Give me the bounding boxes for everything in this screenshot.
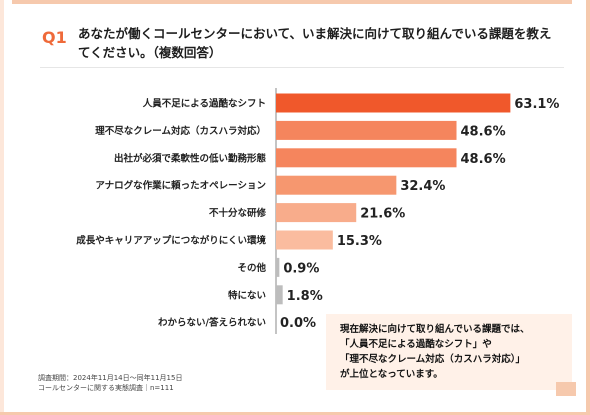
- value-label: 21.6%: [360, 207, 405, 222]
- category-label: 不十分な研修: [209, 207, 267, 219]
- summary-note: 現在解決に向けて取り組んでいる課題では、 「人員不足による過酷なシフト」や 「理…: [326, 314, 576, 396]
- value-label: 63.1%: [514, 97, 559, 112]
- category-label: わからない/答えられない: [158, 317, 266, 329]
- note-corner-accent: [556, 382, 576, 396]
- question-number: Q1: [42, 28, 67, 47]
- title-divider: [40, 67, 564, 68]
- bar: [276, 120, 457, 140]
- value-label: 0.0%: [280, 316, 316, 331]
- bar: [276, 285, 283, 305]
- bar: [276, 93, 511, 113]
- category-label: その他: [237, 262, 266, 274]
- bar: [276, 257, 280, 277]
- bar: [276, 175, 397, 195]
- value-label: 48.6%: [461, 152, 506, 167]
- note-line: が上位となっています。: [340, 369, 443, 380]
- category-label: 成長やキャリアアップにつながりにくい環境: [76, 235, 266, 247]
- bar: [276, 203, 357, 223]
- bar: [276, 230, 333, 250]
- value-label: 1.8%: [287, 289, 323, 304]
- value-label: 15.3%: [337, 234, 382, 249]
- right-accent-bar: [586, 0, 590, 415]
- survey-period: 調査期間：2024年11月14日～同年11月15日: [38, 374, 183, 382]
- value-label: 48.6%: [461, 124, 506, 139]
- bottom-accent-bar: [0, 412, 590, 415]
- top-accent-bar: [12, 0, 572, 4]
- value-label: 0.9%: [283, 261, 319, 276]
- left-accent-bar: [0, 0, 4, 415]
- category-label: 特にない: [228, 289, 266, 301]
- category-label: アナログな作業に頼ったオペレーション: [95, 180, 266, 192]
- category-label: 人員不足による過酷なシフト: [143, 98, 266, 110]
- value-label: 32.4%: [400, 179, 445, 194]
- note-line: 「人員不足による過酷なシフト」や: [340, 339, 492, 350]
- bar: [276, 148, 457, 168]
- category-label: 理不尽なクレーム対応（カスハラ対応）: [95, 125, 266, 137]
- category-label: 出社が必須で柔軟性の低い勤務形態: [114, 152, 267, 164]
- question-title: あなたが働くコールセンターにおいて、いま解決に向けて取り組んでいる課題を教えてく…: [78, 26, 552, 60]
- survey-name: コールセンターに関する実態調査｜n=111: [38, 384, 174, 392]
- survey-footer: 調査期間：2024年11月14日～同年11月15日 コールセンターに関する実態調…: [38, 373, 182, 393]
- summary-note-text: 現在解決に向けて取り組んでいる課題では、 「人員不足による過酷なシフト」や 「理…: [340, 322, 566, 382]
- note-line: 「理不尽なクレーム対応（カスハラ対応）」: [340, 354, 525, 365]
- note-line: 現在解決に向けて取り組んでいる課題では、: [340, 324, 530, 335]
